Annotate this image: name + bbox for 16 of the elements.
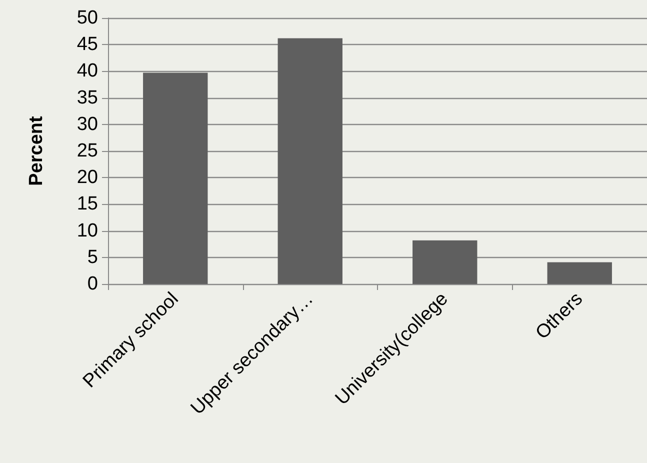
y-tick-label: 25: [76, 140, 98, 162]
y-tick-label: 20: [76, 167, 98, 188]
y-tick-label: 50: [76, 8, 98, 28]
bar: [143, 72, 208, 284]
y-tick-label: 10: [76, 220, 98, 242]
y-tick-label: 30: [76, 114, 98, 135]
y-tick-label: 45: [76, 34, 98, 56]
y-tick-label: 15: [76, 194, 98, 215]
y-axis-title: Percent: [26, 115, 47, 186]
bar: [412, 240, 478, 284]
y-tick-label: 5: [87, 246, 98, 268]
y-tick-label: 40: [76, 60, 98, 82]
y-tick-label: 35: [76, 87, 98, 108]
bar: [278, 38, 342, 284]
bar: [547, 262, 612, 284]
y-tick-label: 0: [87, 274, 98, 294]
